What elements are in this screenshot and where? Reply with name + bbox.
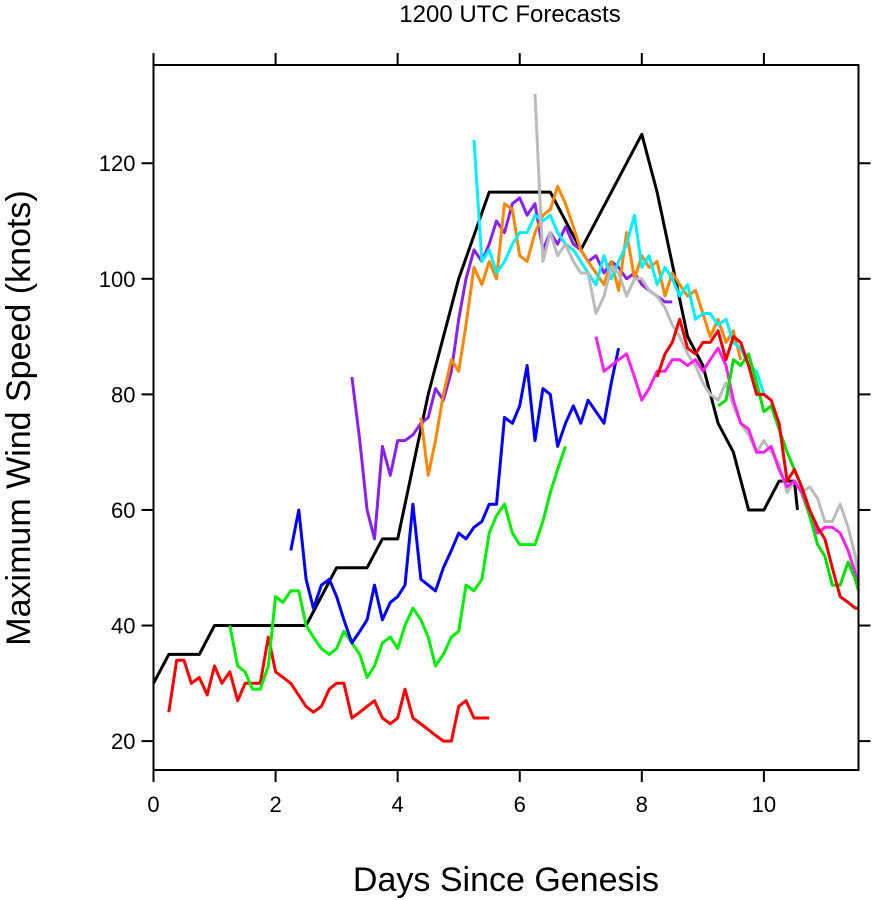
- x-tick-label: 2: [269, 792, 281, 817]
- y-tick-label: 20: [111, 729, 135, 754]
- series-line-4: [350, 196, 673, 541]
- x-tick-label: 4: [392, 792, 404, 817]
- y-tick-label: 80: [111, 382, 135, 407]
- series-layer: [152, 93, 860, 743]
- series-line-9: [717, 352, 860, 592]
- series-line-6: [472, 140, 766, 395]
- ticks-layer: 0 2 4 6 8 10 20 40 60 80 100 120: [99, 53, 871, 817]
- plot-frame: [152, 64, 860, 771]
- series-line-2: [228, 445, 567, 691]
- x-tick-label: 6: [514, 792, 526, 817]
- series-line-3: [289, 347, 621, 645]
- series-line-5: [419, 184, 743, 477]
- series-line-1: [167, 635, 490, 743]
- y-tick-label: 100: [99, 267, 136, 292]
- series-line-0: [152, 132, 799, 685]
- series-line-10: [655, 317, 859, 610]
- y-tick-label: 60: [111, 498, 135, 523]
- x-tick-label: 0: [147, 792, 159, 817]
- x-axis-label: Days Since Genesis: [353, 861, 659, 899]
- series-line-7: [533, 93, 860, 586]
- y-tick-label: 120: [99, 151, 136, 176]
- y-axis-label: Maximum Wind Speed (knots): [0, 190, 38, 645]
- x-tick-label: 8: [636, 792, 648, 817]
- chart-title: 1200 UTC Forecasts: [399, 1, 620, 28]
- y-tick-label: 40: [111, 614, 135, 639]
- x-tick-label: 10: [752, 792, 776, 817]
